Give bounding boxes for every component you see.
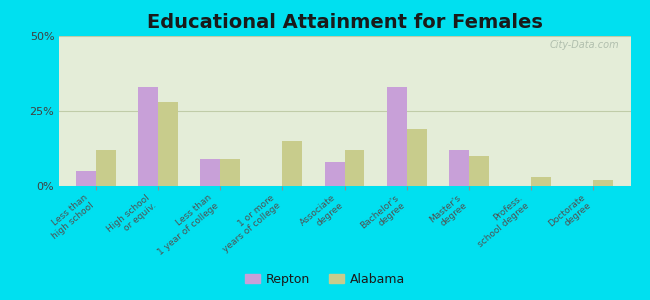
Bar (200, 159, 220, 186)
Bar (407, 129, 426, 186)
Title: Educational Attainment for Females: Educational Attainment for Females (146, 13, 543, 32)
Bar (220, 159, 240, 186)
Bar (387, 87, 407, 186)
Bar (138, 87, 158, 186)
Bar (593, 180, 613, 186)
Bar (76, 171, 96, 186)
Legend: Repton, Alabama: Repton, Alabama (240, 268, 410, 291)
Bar (324, 162, 345, 186)
Bar (344, 150, 365, 186)
Bar (531, 177, 551, 186)
Bar (282, 141, 302, 186)
Bar (449, 150, 469, 186)
Text: City-Data.com: City-Data.com (549, 40, 619, 50)
Bar (158, 102, 178, 186)
Bar (96, 150, 116, 186)
Bar (469, 156, 489, 186)
